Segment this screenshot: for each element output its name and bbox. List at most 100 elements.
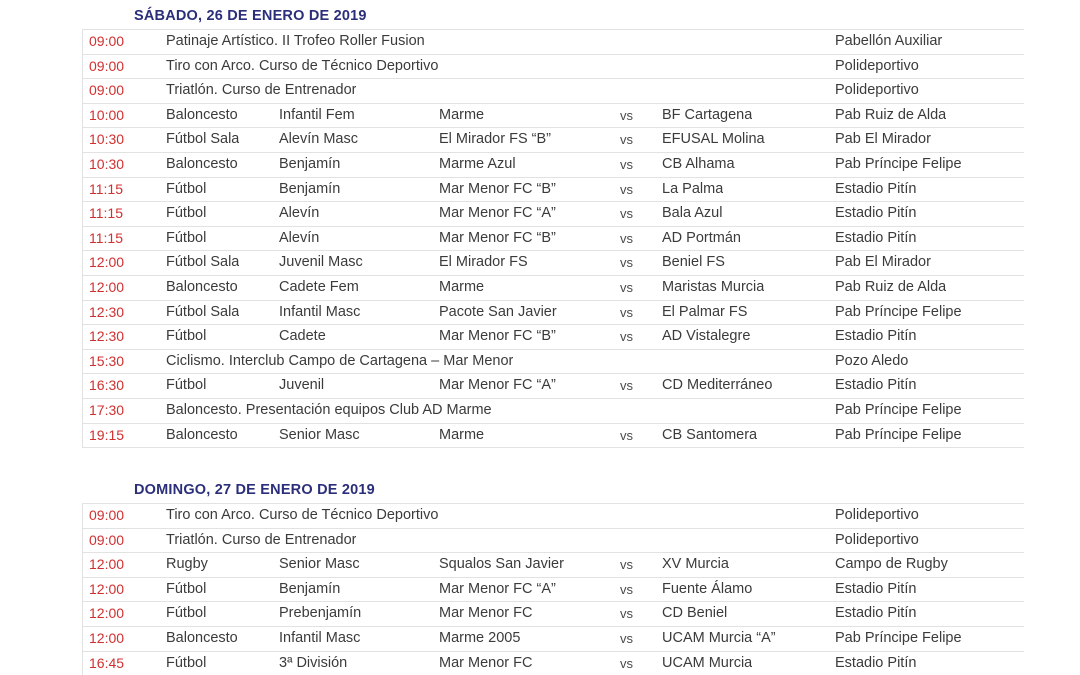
row-time: 09:00 xyxy=(89,82,125,99)
table-row: 12:00 Fútbol Prebenjamín Mar Menor FC vs… xyxy=(82,601,1024,628)
schedule-table: SÁBADO, 26 DE ENERO DE 2019 09:00 Patina… xyxy=(82,0,1024,675)
row-category: Benjamín xyxy=(279,155,341,172)
row-time: 12:00 xyxy=(89,630,125,647)
row-venue: Polideportivo xyxy=(835,531,919,548)
table-row: 12:00 Baloncesto Infantil Masc Marme 200… xyxy=(82,626,1024,652)
row-venue: Estadio Pitín xyxy=(835,205,917,222)
row-venue: Estadio Pitín xyxy=(835,328,917,345)
table-row: 16:45 Fútbol 3ª División Mar Menor FC vs… xyxy=(82,650,1024,675)
row-team-home: Mar Menor FC “B” xyxy=(439,180,556,197)
row-sport: Rugby xyxy=(166,556,208,573)
row-category: Benjamín xyxy=(279,180,341,197)
row-team-home: Marme Azul xyxy=(439,155,516,172)
row-venue: Pabellón Auxiliar xyxy=(835,33,943,49)
row-category: Alevín Masc xyxy=(279,131,358,148)
row-venue: Pab Ruiz de Alda xyxy=(835,278,947,295)
table-row: 17:30 Baloncesto. Presentación equipos C… xyxy=(82,397,1024,424)
row-team-away: Beniel FS xyxy=(662,254,725,271)
row-sport: Fútbol Sala xyxy=(166,303,240,320)
table-row: 12:00 Fútbol Sala Juvenil Masc El Mirado… xyxy=(82,250,1024,276)
table-row: 09:00 Patinaje Artístico. II Trofeo Roll… xyxy=(82,29,1024,55)
table-row: 12:00 Fútbol Benjamín Mar Menor FC “A” v… xyxy=(82,576,1024,603)
row-time: 09:00 xyxy=(89,531,125,548)
row-description: Baloncesto. Presentación equipos Club AD… xyxy=(166,401,492,418)
row-description: Tiro con Arco. Curso de Técnico Deportiv… xyxy=(166,507,439,524)
row-sport: Baloncesto xyxy=(166,426,238,443)
row-category: Juvenil Masc xyxy=(279,254,363,271)
row-venue: Pab El Mirador xyxy=(835,254,931,271)
row-category: 3ª División xyxy=(279,654,348,671)
day-header-sunday: DOMINGO, 27 DE ENERO DE 2019 xyxy=(134,482,375,499)
table-row: 12:30 Fútbol Sala Infantil Masc Pacote S… xyxy=(82,299,1024,326)
row-vs-label: vs xyxy=(620,132,633,148)
row-vs-label: vs xyxy=(620,606,633,622)
row-team-away: EFUSAL Molina xyxy=(662,131,765,148)
row-venue: Estadio Pitín xyxy=(835,654,917,671)
row-sport: Fútbol xyxy=(166,229,207,246)
row-venue: Campo de Rugby xyxy=(835,556,948,573)
row-sport: Baloncesto xyxy=(166,278,238,295)
row-category: Prebenjamín xyxy=(279,605,362,622)
row-time: 11:15 xyxy=(89,229,123,246)
row-venue: Polideportivo xyxy=(835,507,919,524)
row-vs-label: vs xyxy=(620,557,633,573)
row-sport: Fútbol xyxy=(166,605,207,622)
row-team-away: CD Mediterráneo xyxy=(662,377,773,394)
row-venue: Pab Príncipe Felipe xyxy=(835,426,962,443)
row-sport: Fútbol xyxy=(166,377,207,394)
row-category: Senior Masc xyxy=(279,426,360,443)
row-vs-label: vs xyxy=(620,206,633,222)
row-team-away: UCAM Murcia “A” xyxy=(662,630,776,647)
row-team-away: CB Alhama xyxy=(662,155,735,172)
row-team-away: Bala Azul xyxy=(662,205,723,222)
row-category: Juvenil xyxy=(279,377,325,394)
row-venue: Pab Príncipe Felipe xyxy=(835,155,962,172)
row-sport: Fútbol Sala xyxy=(166,131,240,148)
row-vs-label: vs xyxy=(620,107,633,123)
row-category: Alevín xyxy=(279,205,320,222)
row-vs-label: vs xyxy=(620,230,633,246)
row-team-home: Mar Menor FC “A” xyxy=(439,205,556,222)
row-venue: Pab Príncipe Felipe xyxy=(835,303,962,320)
row-category: Infantil Masc xyxy=(279,630,361,647)
table-row: 12:00 Rugby Senior Masc Squalos San Javi… xyxy=(82,552,1024,578)
row-venue: Polideportivo xyxy=(835,82,919,99)
row-time: 16:30 xyxy=(89,377,125,394)
table-row: 11:15 Fútbol Benjamín Mar Menor FC “B” v… xyxy=(82,176,1024,203)
row-category: Senior Masc xyxy=(279,556,360,573)
row-category: Infantil Fem xyxy=(279,106,355,123)
row-time: 09:00 xyxy=(89,33,125,49)
row-team-home: Marme xyxy=(439,278,485,295)
row-team-home: Mar Menor FC xyxy=(439,654,533,671)
row-venue: Pab Príncipe Felipe xyxy=(835,401,962,418)
row-sport: Fútbol xyxy=(166,205,207,222)
row-team-away: UCAM Murcia xyxy=(662,654,753,671)
row-team-home: Mar Menor FC “A” xyxy=(439,580,556,597)
row-vs-label: vs xyxy=(620,304,633,320)
row-sport: Baloncesto xyxy=(166,155,238,172)
day-header-saturday: SÁBADO, 26 DE ENERO DE 2019 xyxy=(134,8,367,24)
table-row: 19:15 Baloncesto Senior Masc Marme vs CB… xyxy=(82,422,1024,449)
row-team-home: Pacote San Javier xyxy=(439,303,557,320)
row-time: 10:00 xyxy=(89,106,125,123)
row-time: 12:00 xyxy=(89,254,125,271)
row-time: 10:30 xyxy=(89,155,125,172)
row-vs-label: vs xyxy=(620,378,633,394)
row-time: 12:00 xyxy=(89,605,125,622)
row-vs-label: vs xyxy=(620,329,633,345)
row-time: 16:45 xyxy=(89,654,125,671)
row-category: Cadete Fem xyxy=(279,278,359,295)
row-sport: Fútbol Sala xyxy=(166,254,240,271)
table-row: 10:30 Baloncesto Benjamín Marme Azul vs … xyxy=(82,151,1024,178)
table-row: 09:00 Triatlón. Curso de Entrenador Poli… xyxy=(82,78,1024,104)
row-team-home: Marme xyxy=(439,106,485,123)
table-row: 09:00 Triatlón. Curso de Entrenador Poli… xyxy=(82,527,1024,554)
row-vs-label: vs xyxy=(620,427,633,443)
row-team-away: La Palma xyxy=(662,180,724,197)
row-time: 12:30 xyxy=(89,303,125,320)
table-row: 11:15 Fútbol Alevín Mar Menor FC “B” vs … xyxy=(82,225,1024,252)
row-category: Benjamín xyxy=(279,580,341,597)
row-time: 15:30 xyxy=(89,352,125,369)
row-venue: Pozo Aledo xyxy=(835,352,909,369)
row-team-away: AD Vistalegre xyxy=(662,328,751,345)
